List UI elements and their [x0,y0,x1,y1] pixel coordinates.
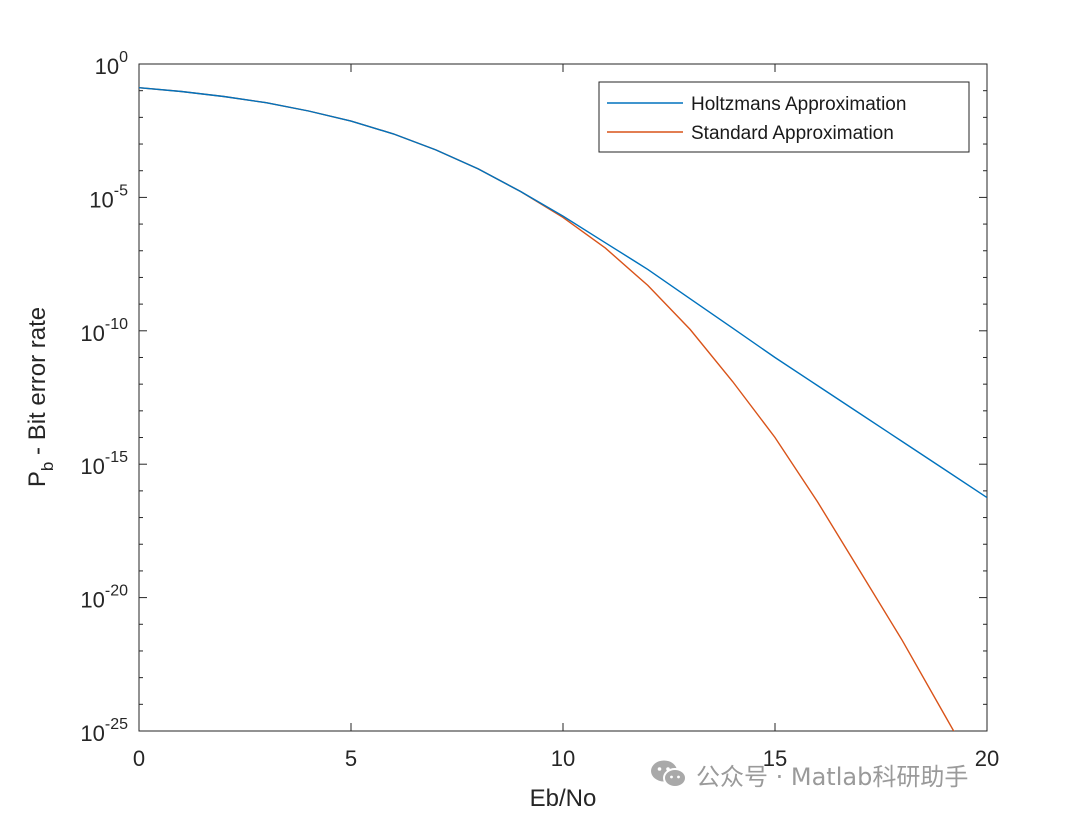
y-axis-title-sub: b [38,462,57,471]
series-line-holtzmans [139,87,987,499]
legend-box [598,81,970,153]
x-axis-title: Eb/No [530,785,597,812]
series-lines [139,87,987,731]
legend-label-standard: Standard Approximation [691,123,894,144]
legend: Holtzmans Approximation Standard Approxi… [598,81,970,153]
axis-tick-labels: 0 5 10 15 20 100 10-5 10-10 10-15 10-20 10-25 [80,49,999,771]
y-tick-label: 10-15 [80,449,128,479]
x-tick-label: 20 [975,746,999,771]
plot-area [138,63,988,732]
axis-ticks [138,63,988,732]
y-axis-title-main: P [24,471,51,487]
x-tick-label: 5 [345,746,357,771]
y-tick-label: 10-20 [80,583,128,613]
y-tick-label: 100 [95,49,128,79]
x-tick-label: 15 [763,746,787,771]
x-tick-label: 10 [551,746,575,771]
watermark-text: 公众号 · Matlab科研助手 [696,762,969,791]
wechat-icon [651,760,687,788]
y-tick-label: 10-10 [80,316,128,346]
y-axis-title: Pb - Bit error rate [24,307,57,487]
y-tick-label: 10-25 [80,716,128,746]
watermark: 公众号 · Matlab科研助手 [650,754,968,794]
y-tick-label: 10-5 [89,182,128,212]
legend-label-holtzmans: Holtzmans Approximation [691,94,906,115]
y-axis-title-rest: - Bit error rate [24,307,51,462]
x-tick-label: 0 [133,746,145,771]
